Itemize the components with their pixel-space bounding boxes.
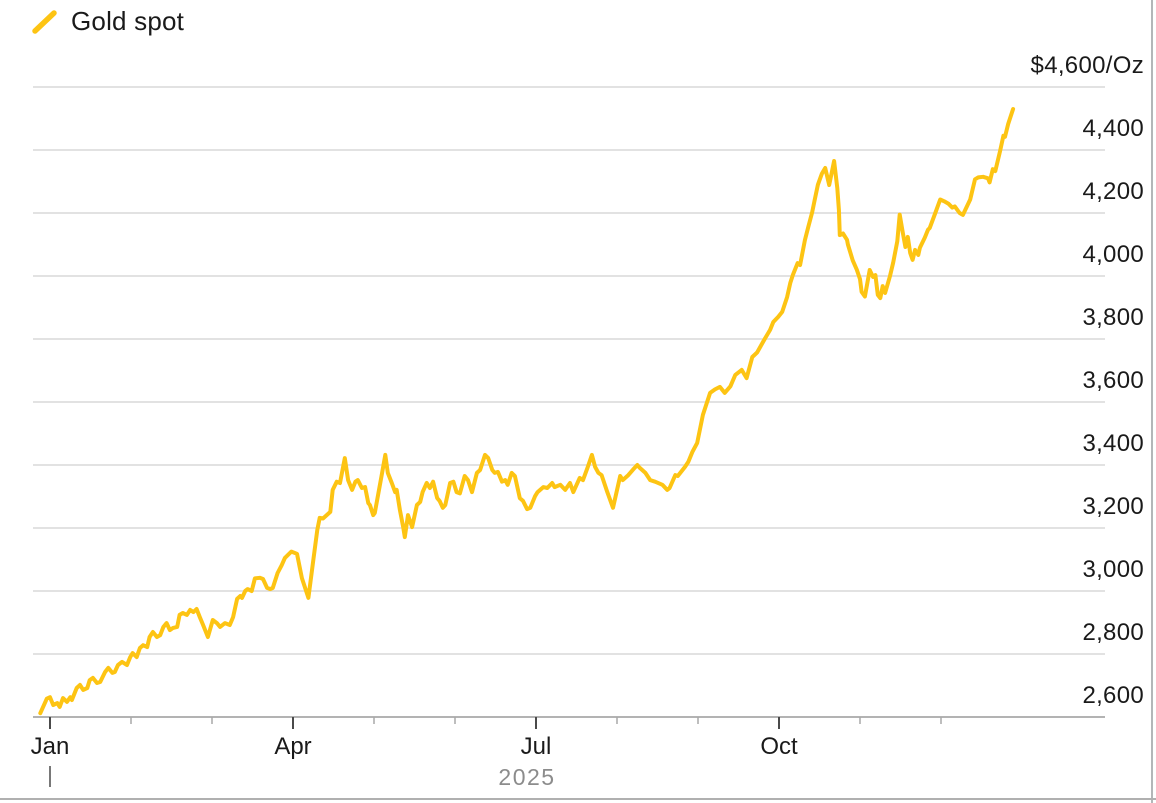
frame-border-right <box>1151 0 1153 803</box>
gold-spot-price-line <box>38 107 1016 716</box>
y-axis-label-3800: 3,800 <box>1082 304 1144 331</box>
x-axis-label-oct: Oct <box>760 733 798 760</box>
x-axis-label-jul: Jul <box>520 733 552 760</box>
x-axis-year-label: 2025 <box>498 764 556 790</box>
x-axis-label-jan: Jan <box>30 733 70 760</box>
legend-series-label: Gold spot <box>71 6 185 36</box>
frame-border-bottom <box>0 798 1156 800</box>
y-axis-label-4400: 4,400 <box>1082 115 1144 142</box>
y-axis-label-4600: $4,600/Oz <box>1030 52 1144 79</box>
x-axis-label-apr: Apr <box>274 733 312 760</box>
y-axis-label-3400: 3,400 <box>1082 430 1144 457</box>
chart-legend: Gold spot <box>30 6 184 37</box>
y-axis-label-2600: 2,600 <box>1082 682 1144 709</box>
y-axis-label-2800: 2,800 <box>1082 619 1144 646</box>
y-axis-label-3000: 3,000 <box>1082 556 1144 583</box>
yellow-slash-icon <box>32 9 57 34</box>
year-start-marker <box>49 766 51 787</box>
y-axis-label-4000: 4,000 <box>1082 241 1144 268</box>
y-axis-label-3600: 3,600 <box>1082 367 1144 394</box>
y-axis-label-3200: 3,200 <box>1082 493 1144 520</box>
y-axis-label-4200: 4,200 <box>1082 178 1144 205</box>
